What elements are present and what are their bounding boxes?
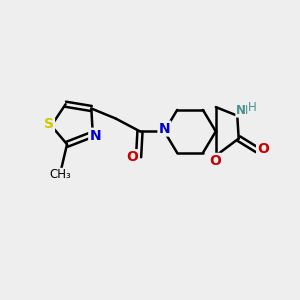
Text: O: O: [257, 142, 269, 156]
Text: H: H: [248, 100, 256, 114]
Text: N: N: [158, 122, 170, 136]
Text: NH: NH: [236, 104, 256, 117]
Text: S: S: [44, 117, 54, 131]
Text: O: O: [126, 150, 138, 164]
Text: CH₃: CH₃: [49, 168, 71, 182]
Text: O: O: [209, 154, 221, 168]
Text: N: N: [89, 129, 101, 143]
